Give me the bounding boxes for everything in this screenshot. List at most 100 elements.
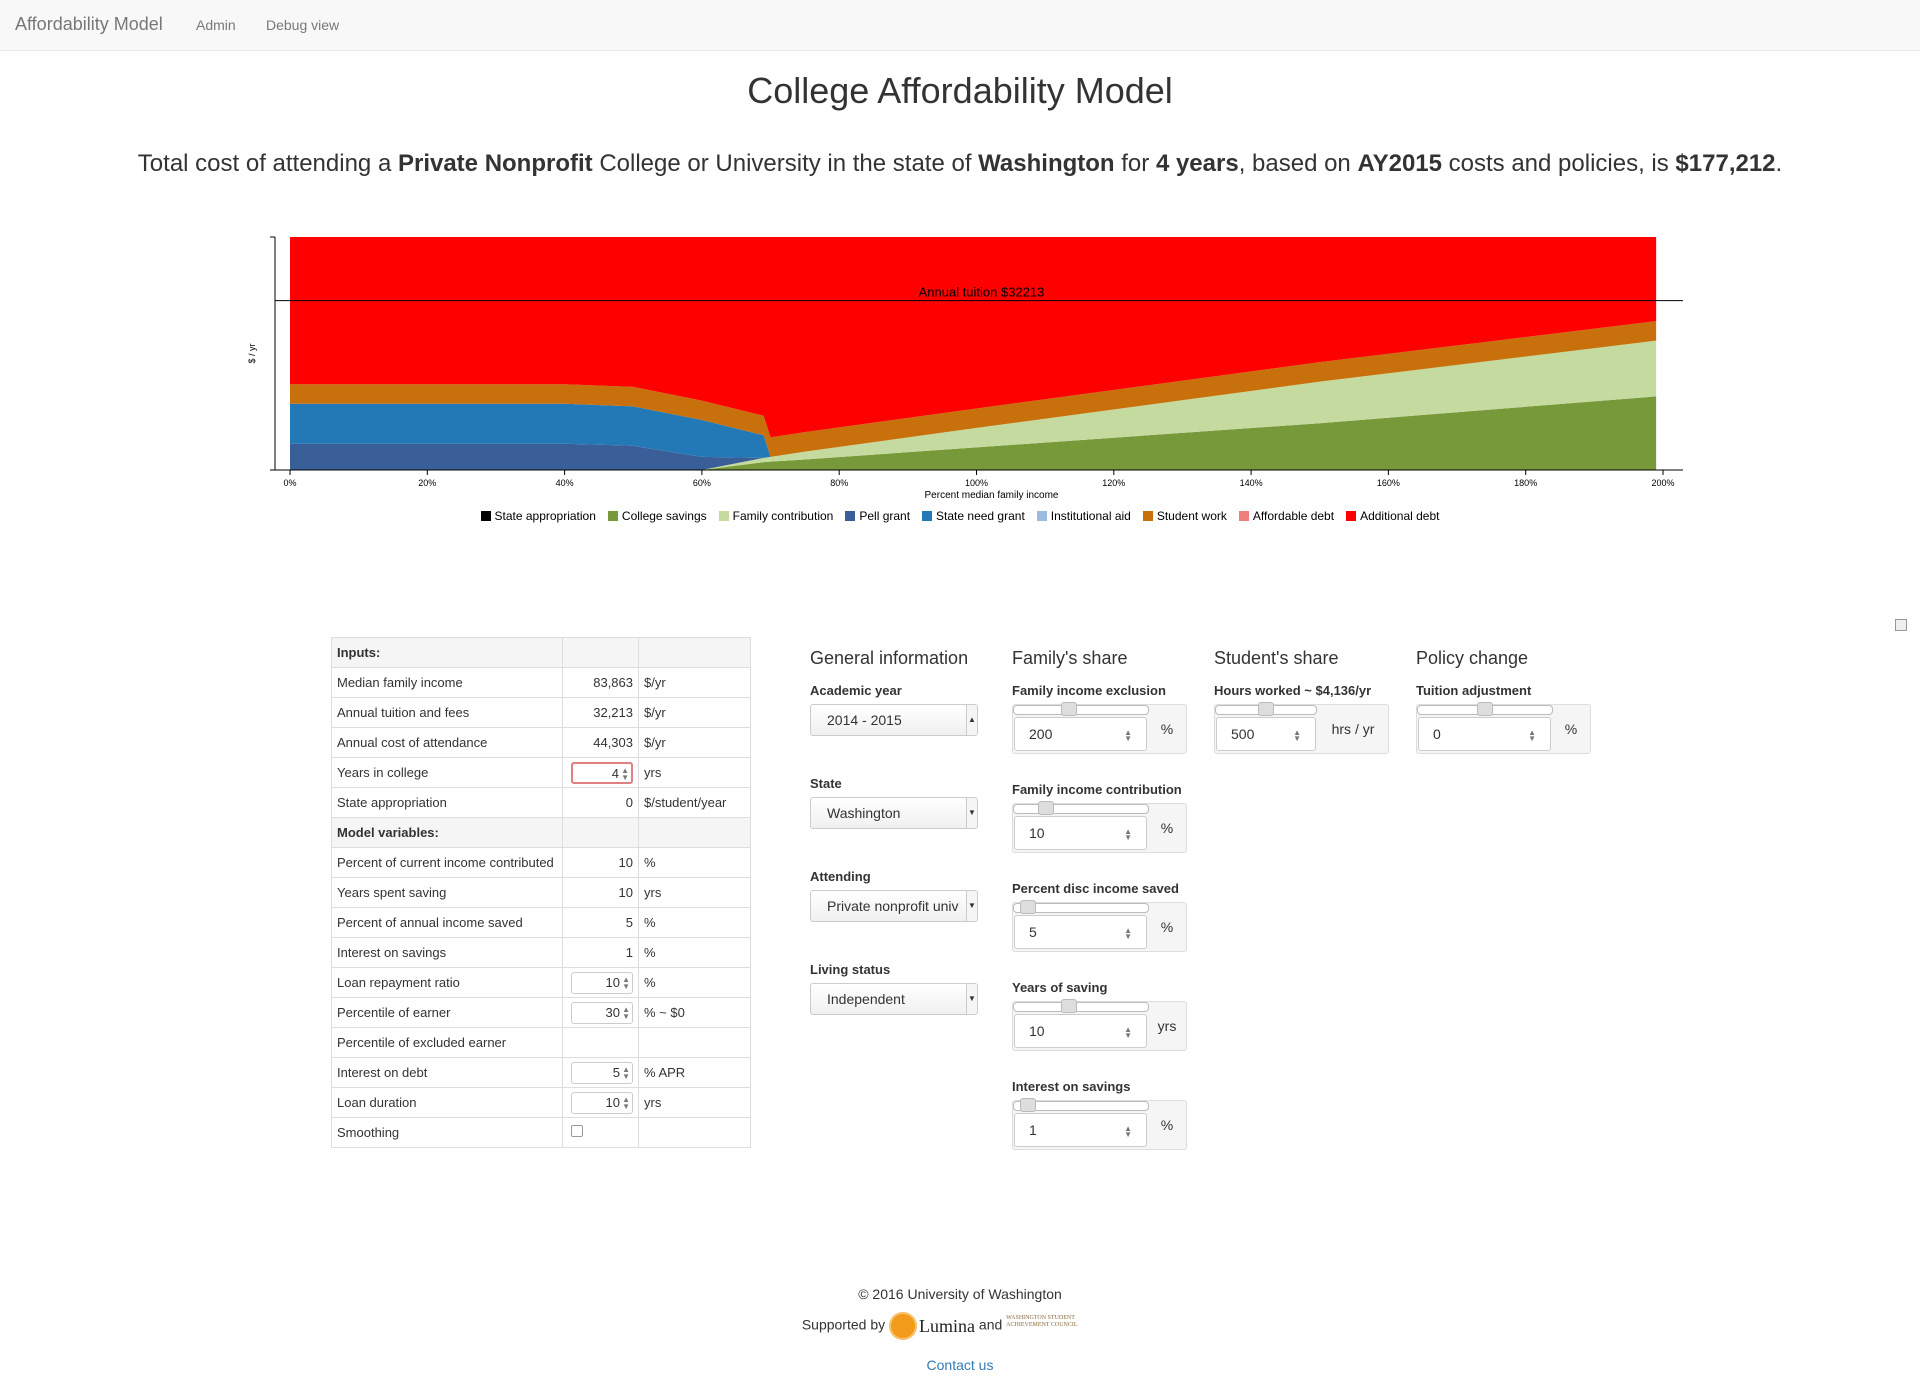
input-value: 4 xyxy=(611,765,619,781)
family-income-contribution-slider[interactable] xyxy=(1013,801,1149,815)
years-in-college-input[interactable]: 4 ▲ ▼ xyxy=(571,761,633,784)
spinner-icon[interactable]: ▲ ▼ xyxy=(1528,728,1536,743)
tuition-adjustment-label: Tuition adjustment xyxy=(1416,683,1532,698)
summary-years: 4 years xyxy=(1155,150,1239,177)
spinner-icon[interactable]: ▲ ▼ xyxy=(622,1094,630,1111)
spinner-icon[interactable]: ▲ ▼ xyxy=(622,1064,630,1081)
navbar: Affordability Model Admin Debug view xyxy=(0,0,1920,51)
unit-label: % xyxy=(1160,1117,1174,1133)
general-information-title: General information xyxy=(810,648,969,668)
summary-part: costs and policies, is xyxy=(1441,150,1676,177)
attending-select[interactable]: Private nonprofit univ ▼ xyxy=(810,890,978,922)
row-unit: % APR xyxy=(638,1057,751,1088)
table-toggle-icon[interactable] xyxy=(1895,619,1907,631)
spinner-icon[interactable]: ▲ ▼ xyxy=(622,1004,630,1021)
row-unit: % xyxy=(638,907,751,938)
x-tick-label: 200% xyxy=(1651,478,1674,488)
legend-swatch xyxy=(480,511,491,521)
table-row: Annual tuition and fees 32,213 $/yr xyxy=(331,697,751,728)
nav-debug-view[interactable]: Debug view xyxy=(266,17,340,33)
x-tick-label: 0% xyxy=(283,478,296,488)
academic-year-label: Academic year xyxy=(810,683,902,698)
hours-worked-slider[interactable] xyxy=(1215,702,1317,716)
slider-thumb[interactable] xyxy=(1020,900,1036,914)
table-header-row: Model variables: xyxy=(331,817,751,848)
nav-admin[interactable]: Admin xyxy=(196,17,236,33)
academic-year-select[interactable]: 2014 - 2015 ▲ xyxy=(810,704,978,736)
row-value: 44,303 xyxy=(562,727,639,758)
slider-thumb[interactable] xyxy=(1477,702,1493,716)
unit-label: yrs xyxy=(1157,1018,1177,1034)
state-select[interactable]: Washington ▼ xyxy=(810,797,978,829)
chevron-down-icon: ▼ xyxy=(966,984,977,1014)
living-status-select[interactable]: Independent ▼ xyxy=(810,983,978,1015)
percent-disc-income-saved-slider[interactable] xyxy=(1013,900,1149,914)
interest-on-debt-input[interactable]: 5 ▲ ▼ xyxy=(571,1061,633,1084)
slider-thumb[interactable] xyxy=(1061,999,1077,1013)
spinner-icon[interactable]: ▲ ▼ xyxy=(1293,728,1301,743)
summary-part: for xyxy=(1114,150,1156,177)
input-value: 30 xyxy=(605,1004,620,1020)
legend-swatch xyxy=(607,511,618,521)
row-value: 10 xyxy=(562,877,639,908)
family-income-contribution-input[interactable]: 10 ▲ ▼ xyxy=(1014,816,1147,850)
footer-contact: Contact us xyxy=(0,1357,1920,1373)
spinner-icon[interactable]: ▲ ▼ xyxy=(1124,728,1132,743)
chevron-down-icon: ▼ xyxy=(966,798,977,828)
row-unit: % xyxy=(638,937,751,968)
slider-thumb[interactable] xyxy=(1020,1098,1036,1112)
contact-us-link[interactable]: Contact us xyxy=(926,1357,994,1373)
unit-label: % xyxy=(1160,721,1174,737)
row-label: State appropriation xyxy=(331,787,563,818)
table-row: Loan duration 10 ▲ ▼ yrs xyxy=(331,1087,751,1118)
years-of-saving-slider[interactable] xyxy=(1013,999,1149,1013)
summary-state: Washington xyxy=(978,150,1115,177)
loan-repayment-ratio-input[interactable]: 10 ▲ ▼ xyxy=(571,971,633,994)
row-label: Years spent saving xyxy=(331,877,563,908)
interest-on-savings-input[interactable]: 1 ▲ ▼ xyxy=(1014,1113,1147,1147)
interest-on-savings-slider[interactable] xyxy=(1013,1098,1149,1112)
spinner-icon[interactable]: ▲ ▼ xyxy=(1124,1025,1132,1040)
x-tick-label: 20% xyxy=(418,478,436,488)
percent-disc-income-saved-label: Percent disc income saved xyxy=(1012,881,1179,896)
tuition-adjustment-slider[interactable] xyxy=(1417,702,1553,716)
row-unit: % xyxy=(638,967,751,998)
table-row: Smoothing xyxy=(331,1117,751,1148)
loan-duration-input[interactable]: 10 ▲ ▼ xyxy=(571,1091,633,1114)
family-income-exclusion-slider[interactable] xyxy=(1013,702,1149,716)
brand-link[interactable]: Affordability Model xyxy=(15,14,163,34)
spinner-icon[interactable]: ▲ ▼ xyxy=(621,765,629,782)
inputs-table: Inputs: Median family income 83,863 $/yr… xyxy=(331,637,751,1148)
area-state-need-grant xyxy=(290,340,1657,458)
legend-item: State need grant xyxy=(922,509,1025,523)
spinner-icon[interactable]: ▲ ▼ xyxy=(1124,1124,1132,1139)
and-label: and xyxy=(978,1316,1003,1333)
spinner-icon[interactable]: ▲ ▼ xyxy=(622,974,630,991)
input-value: 10 xyxy=(1029,1023,1045,1039)
spinner-icon[interactable]: ▲ ▼ xyxy=(1124,926,1132,941)
spinner-icon[interactable]: ▲ ▼ xyxy=(1124,827,1132,842)
slider-thumb[interactable] xyxy=(1061,702,1077,716)
table-row: Annual cost of attendance 44,303 $/yr xyxy=(331,727,751,758)
legend-item: Student work xyxy=(1142,509,1227,523)
legend-label: Student work xyxy=(1156,509,1227,523)
slider-thumb[interactable] xyxy=(1038,801,1054,815)
hours-worked-input[interactable]: 500 ▲ ▼ xyxy=(1216,717,1316,751)
years-of-saving-input[interactable]: 10 ▲ ▼ xyxy=(1014,1014,1147,1048)
percent-disc-income-saved-input[interactable]: 5 ▲ ▼ xyxy=(1014,915,1147,949)
row-label: Percentile of excluded earner xyxy=(331,1027,563,1058)
tuition-reference-label: Annual tuition $32213 xyxy=(919,285,1045,300)
smoothing-checkbox[interactable] xyxy=(571,1125,583,1137)
legend-label: State need grant xyxy=(936,509,1025,523)
family-income-exclusion-input[interactable]: 200 ▲ ▼ xyxy=(1014,717,1147,751)
row-unit: % xyxy=(638,847,751,878)
legend-label: Pell grant xyxy=(859,509,911,523)
family-income-contribution-label: Family income contribution xyxy=(1012,782,1182,797)
tuition-adjustment-input[interactable]: 0 ▲ ▼ xyxy=(1418,717,1551,751)
percentile-of-earner-input[interactable]: 30 ▲ ▼ xyxy=(571,1001,633,1024)
x-tick-label: 100% xyxy=(965,478,988,488)
slider-thumb[interactable] xyxy=(1258,702,1274,716)
legend-swatch xyxy=(718,511,729,521)
input-value: 500 xyxy=(1231,726,1255,742)
unit-label: % xyxy=(1160,919,1174,935)
